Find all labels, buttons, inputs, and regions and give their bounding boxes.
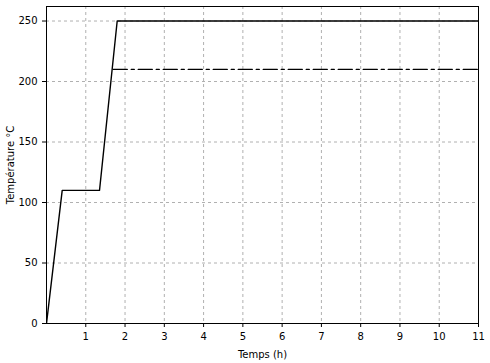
svg-text:3: 3 [161, 331, 167, 342]
svg-text:10: 10 [433, 331, 446, 342]
svg-text:11: 11 [472, 331, 485, 342]
svg-text:200: 200 [18, 76, 37, 87]
svg-text:5: 5 [240, 331, 246, 342]
svg-text:150: 150 [18, 136, 37, 147]
svg-text:0: 0 [31, 318, 37, 329]
svg-text:9: 9 [397, 331, 403, 342]
svg-text:4: 4 [200, 331, 206, 342]
svg-text:Température °C: Température °C [5, 126, 16, 206]
svg-text:Temps (h): Temps (h) [237, 349, 287, 360]
svg-text:100: 100 [18, 197, 37, 208]
svg-text:250: 250 [18, 15, 37, 26]
svg-text:8: 8 [357, 331, 363, 342]
svg-text:2: 2 [122, 331, 128, 342]
svg-text:50: 50 [25, 257, 38, 268]
svg-text:6: 6 [279, 331, 285, 342]
svg-text:7: 7 [318, 331, 324, 342]
svg-text:1: 1 [83, 331, 89, 342]
